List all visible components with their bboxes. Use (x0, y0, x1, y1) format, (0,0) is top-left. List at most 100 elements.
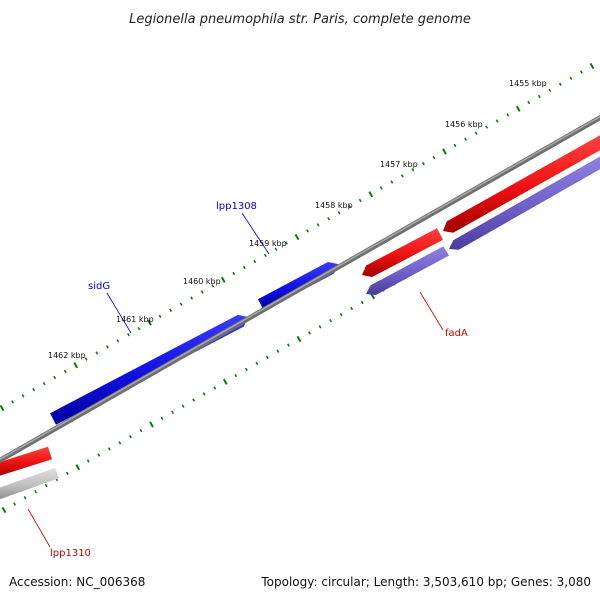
outer-minor-tick (32, 388, 36, 392)
inner-minor-tick (213, 386, 217, 390)
inner-minor-tick (234, 373, 238, 378)
inner-minor-tick (118, 441, 122, 445)
gene-leader-fadA (419, 291, 444, 331)
feature-arrow-fadA-right (443, 135, 600, 233)
genome-backbone-highlight (0, 115, 600, 461)
outer-minor-tick (358, 198, 362, 203)
tick-label-1458: 1458 kbp (315, 201, 353, 210)
outer-major-tick (368, 191, 374, 198)
outer-major-tick (73, 362, 79, 369)
outer-minor-tick (253, 259, 257, 264)
outer-minor-tick (411, 168, 415, 172)
tick-label-1455: 1455 kbp (509, 79, 547, 88)
inner-major-tick (1, 506, 7, 514)
outer-minor-tick (400, 174, 404, 178)
outer-minor-tick (558, 82, 562, 86)
feature-arrow-lpp1308 (257, 262, 338, 311)
cds-bar-right (449, 156, 600, 250)
gene-label-sidG: sidG (88, 281, 110, 292)
outer-minor-tick (464, 137, 467, 141)
inner-minor-tick (276, 349, 280, 353)
outer-minor-tick (42, 381, 46, 386)
outer-minor-tick (105, 345, 109, 349)
cds-bar-left (366, 246, 449, 296)
inner-major-tick (296, 335, 302, 343)
accession-text: Accession: NC_006368 (9, 575, 145, 589)
outer-minor-tick (506, 113, 510, 117)
inner-major-tick (75, 464, 81, 471)
inner-minor-tick (339, 312, 343, 317)
outer-major-tick (0, 404, 5, 412)
outer-minor-tick (169, 308, 172, 312)
outer-minor-tick (158, 314, 162, 319)
inner-minor-tick (329, 319, 333, 323)
feature-arrow-fadA-left (362, 228, 443, 277)
outer-minor-tick (190, 296, 194, 300)
outer-minor-tick (316, 223, 320, 227)
outer-minor-tick (211, 284, 215, 288)
inner-minor-tick (287, 343, 290, 347)
outer-major-tick (294, 233, 300, 241)
inner-major-tick (222, 378, 228, 385)
outer-minor-tick (537, 94, 541, 99)
outer-minor-tick (327, 217, 331, 221)
outer-minor-tick (127, 333, 130, 337)
grey-bar (0, 467, 59, 500)
gene-leader-lpp1310 (27, 508, 51, 548)
outer-minor-tick (179, 302, 183, 306)
tick-label-1457: 1457 kbp (380, 160, 418, 169)
map-title: Legionella pneumophila str. Paris, compl… (129, 12, 471, 27)
inner-minor-tick (23, 496, 27, 500)
outer-minor-tick (274, 247, 278, 251)
outer-minor-tick (53, 375, 57, 380)
topology-text: Topology: circular; Length: 3,503,610 bp… (260, 575, 591, 589)
tick-label-1456: 1456 kbp (445, 120, 483, 129)
inner-minor-tick (308, 331, 311, 335)
inner-minor-tick (139, 428, 143, 433)
inner-minor-tick (192, 398, 196, 402)
gene-leader-sidG (106, 292, 132, 334)
inner-minor-tick (350, 306, 354, 311)
inner-minor-tick (318, 325, 322, 329)
outer-minor-tick (548, 88, 552, 93)
outer-tick-track (0, 62, 595, 412)
outer-minor-tick (527, 100, 531, 105)
outer-minor-tick (137, 326, 141, 331)
outer-minor-tick (306, 229, 309, 233)
feature-arrow-lpp1310 (0, 446, 52, 476)
tick-label-1460: 1460 kbp (183, 277, 221, 286)
inner-minor-tick (160, 416, 164, 421)
inner-minor-tick (265, 355, 269, 359)
outer-minor-tick (337, 210, 341, 215)
outer-major-tick (442, 148, 447, 155)
outer-minor-tick (422, 162, 425, 166)
gene-labels: lpp1308 sidG fadA lpp1310 (27, 201, 468, 559)
outer-minor-tick (263, 253, 267, 257)
gene-leader-lpp1308 (241, 212, 270, 255)
tick-label-1462: 1462 kbp (48, 351, 86, 360)
outer-minor-tick (116, 339, 120, 343)
outer-minor-tick (11, 400, 14, 404)
outer-minor-tick (21, 394, 25, 398)
inner-minor-tick (34, 490, 38, 494)
outer-minor-tick (390, 180, 394, 184)
outer-major-tick (147, 319, 152, 326)
inner-minor-tick (13, 502, 16, 506)
tick-labels: 1455 kbp 1456 kbp 1457 kbp 1458 kbp 1459… (48, 79, 547, 360)
outer-minor-tick (63, 369, 67, 374)
gene-label-lpp1310: lpp1310 (50, 548, 91, 559)
outer-minor-tick (474, 131, 478, 135)
outer-minor-tick (200, 290, 204, 294)
inner-minor-tick (244, 367, 248, 372)
outer-minor-tick (580, 70, 583, 74)
outer-minor-tick (95, 351, 99, 355)
feature-arrow-sidG (50, 314, 248, 425)
outer-major-tick (515, 105, 521, 112)
outer-minor-tick (84, 357, 88, 361)
outer-major-tick (589, 62, 595, 70)
inner-minor-tick (202, 392, 206, 396)
inner-minor-tick (255, 361, 259, 366)
tick-label-1461: 1461 kbp (116, 315, 154, 324)
outer-minor-tick (379, 186, 383, 190)
